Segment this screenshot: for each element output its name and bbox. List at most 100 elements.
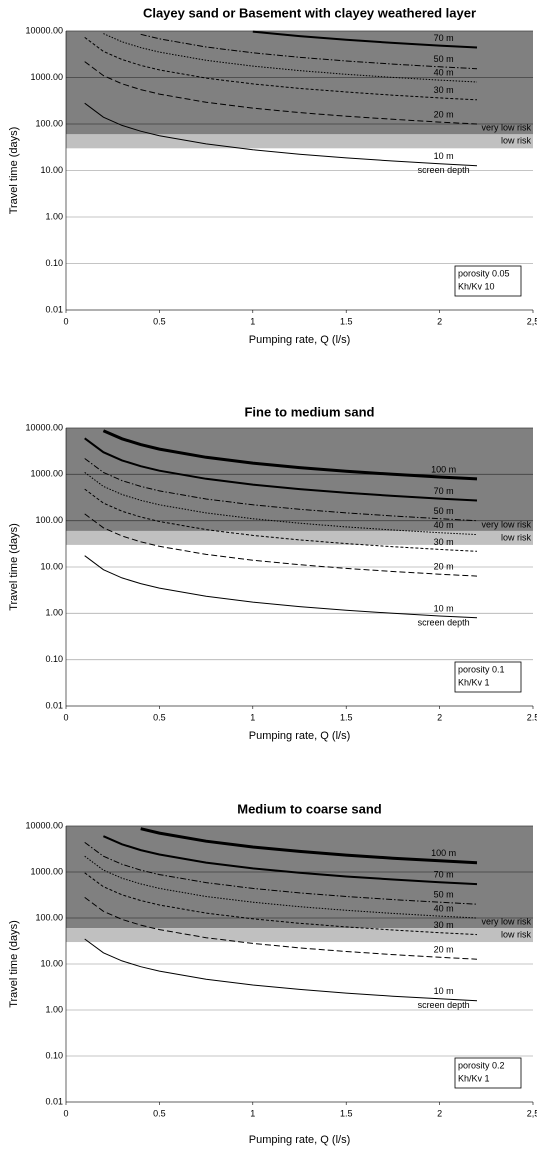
- x-tick-label: 0: [63, 712, 68, 722]
- y-tick-label: 1.00: [45, 1004, 63, 1014]
- series-line: [140, 33, 478, 70]
- y-tick-label: 1.00: [45, 608, 63, 618]
- parameter-text: porosity 0.1: [458, 664, 505, 674]
- series-label: 70 m: [434, 870, 454, 880]
- y-tick-label: 10000.00: [25, 422, 63, 432]
- series-line: [84, 841, 478, 905]
- x-tick-label: 1: [250, 712, 255, 722]
- series-line: [103, 33, 478, 83]
- series-line: [84, 458, 478, 522]
- series-line: [84, 36, 478, 101]
- y-tick-label: 10.00: [40, 561, 63, 571]
- band-label: very low risk: [481, 917, 531, 927]
- series-label: 70 m: [434, 486, 454, 496]
- series-line: [84, 938, 478, 1002]
- series-label: 40 m: [434, 67, 454, 77]
- annotation: screen depth: [418, 1000, 470, 1010]
- x-tick-label: 0.5: [153, 712, 166, 722]
- annotation: screen depth: [418, 165, 470, 175]
- y-tick-label: 10000.00: [25, 25, 63, 35]
- series-line: [84, 488, 478, 552]
- y-tick-label: 1.00: [45, 211, 63, 221]
- chart-title: Fine to medium sand: [244, 404, 374, 419]
- series-line: [84, 555, 478, 619]
- series-line: [84, 855, 478, 919]
- y-tick-label: 10.00: [40, 165, 63, 175]
- parameter-box: [454, 661, 522, 693]
- y-tick-label: 0.10: [45, 258, 63, 268]
- x-tick-label: 2.5: [527, 712, 537, 722]
- series-label: 50 m: [434, 506, 454, 516]
- y-tick-label: 1000.00: [30, 866, 63, 876]
- series-line: [84, 513, 478, 577]
- risk-band: [66, 826, 533, 929]
- band-label: very low risk: [481, 519, 531, 529]
- series-label: 10 m: [434, 603, 454, 613]
- series-label: 100 m: [431, 464, 456, 474]
- x-tick-label: 2: [437, 712, 442, 722]
- parameter-text: Kh/Kv 10: [458, 281, 495, 291]
- parameter-box: [454, 265, 522, 297]
- x-tick-label: 1: [250, 1108, 255, 1118]
- x-tick-label: 0.5: [153, 316, 166, 326]
- parameter-text: porosity 0.2: [458, 1060, 505, 1070]
- series-label: 10 m: [434, 986, 454, 996]
- y-tick-label: 10.00: [40, 958, 63, 968]
- parameter-box: [454, 1057, 522, 1089]
- x-tick-label: 2: [437, 316, 442, 326]
- parameter-text: porosity 0.05: [458, 268, 510, 278]
- x-tick-label: 1.5: [340, 1108, 353, 1118]
- chart-title: Clayey sand or Basement with clayey weat…: [143, 5, 476, 20]
- annotation: screen depth: [418, 617, 470, 627]
- series-label: 10 m: [434, 151, 454, 161]
- y-tick-label: 1000.00: [30, 469, 63, 479]
- y-tick-label: 100.00: [35, 515, 63, 525]
- y-axis-title: Travel time (days): [8, 523, 20, 611]
- band-label: low risk: [501, 532, 532, 542]
- x-axis-title: Pumping rate, Q (l/s): [249, 730, 350, 742]
- parameter-text: Kh/Kv 1: [458, 1073, 490, 1083]
- series-label: 100 m: [431, 848, 456, 858]
- x-tick-label: 0: [63, 316, 68, 326]
- series-label: 20 m: [434, 109, 454, 119]
- series-label: 20 m: [434, 562, 454, 572]
- series-label: 30 m: [434, 537, 454, 547]
- y-tick-label: 0.10: [45, 1050, 63, 1060]
- y-tick-label: 0.10: [45, 654, 63, 664]
- x-tick-label: 1.5: [340, 712, 353, 722]
- band-label: very low risk: [481, 123, 531, 133]
- series-label: 40 m: [434, 903, 454, 913]
- x-axis-title: Pumping rate, Q (l/s): [249, 334, 350, 346]
- series-line: [252, 30, 478, 49]
- x-tick-label: 1: [250, 316, 255, 326]
- series-line: [84, 102, 478, 167]
- x-tick-label: 2: [437, 1108, 442, 1118]
- x-tick-label: 0: [63, 1108, 68, 1118]
- series-label: 40 m: [434, 520, 454, 530]
- y-tick-label: 10000.00: [25, 820, 63, 830]
- series-line: [84, 872, 478, 936]
- series-line: [84, 437, 478, 502]
- y-tick-label: 0.01: [45, 304, 63, 314]
- risk-band: [66, 134, 533, 149]
- chart-title: Medium to coarse sand: [237, 801, 382, 816]
- x-axis-title: Pumping rate, Q (l/s): [249, 1134, 350, 1146]
- band-label: low risk: [501, 136, 532, 146]
- series-label: 50 m: [434, 890, 454, 900]
- y-tick-label: 100.00: [35, 912, 63, 922]
- series-label: 50 m: [434, 54, 454, 64]
- y-axis-title: Travel time (days): [8, 127, 20, 215]
- y-tick-label: 1000.00: [30, 72, 63, 82]
- band-label: low risk: [501, 930, 532, 940]
- y-axis-title: Travel time (days): [8, 920, 20, 1008]
- series-label: 30 m: [434, 920, 454, 930]
- y-tick-label: 0.01: [45, 1096, 63, 1106]
- series-line: [103, 835, 478, 886]
- series-label: 70 m: [434, 33, 454, 43]
- series-line: [84, 471, 478, 536]
- risk-band: [66, 928, 533, 943]
- series-line: [84, 61, 478, 125]
- y-tick-label: 100.00: [35, 118, 63, 128]
- x-tick-label: 1.5: [340, 316, 353, 326]
